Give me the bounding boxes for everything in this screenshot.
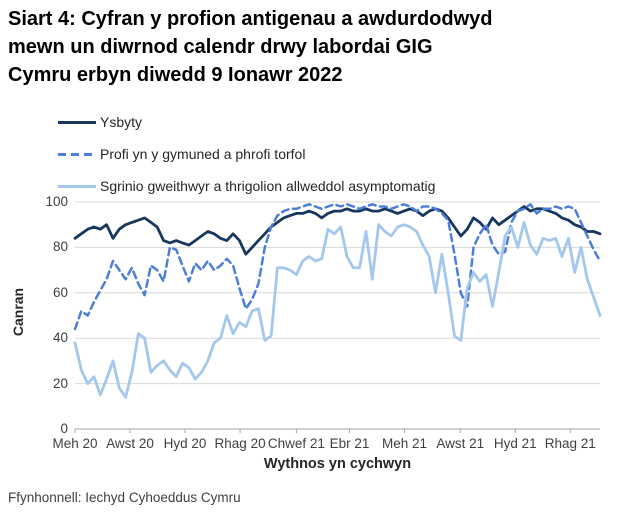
x-tick-label-4: Chwef 21	[267, 436, 325, 451]
legend-line-sample-ysbyty	[58, 120, 96, 124]
x-tick-label-9: Rhag 21	[544, 436, 596, 451]
y-tick-label-40: 40	[52, 330, 68, 346]
series-line-1	[73, 203, 602, 331]
legend-line-sample-profi-cymuned	[58, 152, 96, 156]
x-tick-label-6: Meh 21	[382, 436, 428, 451]
x-tick-label-7: Awst 21	[436, 436, 485, 451]
legend-item-ysbyty: Ysbyty	[58, 106, 435, 138]
y-tick-label-60: 60	[52, 284, 68, 300]
chart-title-line-3: Cymru erbyn diwedd 9 Ionawr 2022	[8, 64, 343, 86]
legend-label-ysbyty: Ysbyty	[100, 114, 143, 130]
series-line-0	[73, 205, 602, 256]
x-axis-title: Wythnos yn cychwyn	[263, 456, 412, 472]
legend-item-sgrinio: Sgrinio gweithwyr a thrigolion allweddol…	[58, 170, 435, 202]
legend-label-sgrinio: Sgrinio gweithwyr a thrigolion allweddol…	[100, 178, 436, 194]
y-tick-label-80: 80	[52, 239, 68, 255]
x-tick-label-5: Ebr 21	[329, 436, 370, 451]
chart-title-line-1: Siart 4: Cyfran y profion antigenau a aw…	[8, 8, 493, 30]
y-tick-label-100: 100	[45, 194, 68, 209]
y-tick-label-20: 20	[52, 375, 68, 391]
legend-label-profi-cymuned: Profi yn y gymuned a phrofi torfol	[100, 146, 306, 162]
x-tick-label-3: Rhag 20	[214, 436, 266, 451]
series-line-2	[73, 220, 602, 399]
chart-title-line-2: mewn un diwrnod calendr drwy labordai GI…	[8, 36, 433, 58]
legend-item-profi-cymuned: Profi yn y gymuned a phrofi torfol	[58, 138, 435, 170]
y-tick-label-0: 0	[60, 421, 68, 436]
x-tick-label-1: Awst 20	[106, 436, 154, 451]
plot-area	[73, 201, 602, 433]
x-tick-label-2: Hyd 20	[163, 436, 207, 451]
source-note: Ffynhonnell: Iechyd Cyhoeddus Cymru	[8, 490, 241, 505]
line-chart-svg	[73, 201, 602, 433]
x-tick-label-0: Meh 20	[52, 436, 98, 451]
legend-line-sample-sgrinio	[58, 184, 96, 188]
x-tick-label-8: Hyd 21	[493, 436, 537, 451]
chart-legend: Ysbyty Profi yn y gymuned a phrofi torfo…	[58, 106, 435, 202]
chart-title: Siart 4: Cyfran y profion antigenau a aw…	[8, 5, 612, 89]
y-axis-title: Canran	[10, 287, 26, 337]
